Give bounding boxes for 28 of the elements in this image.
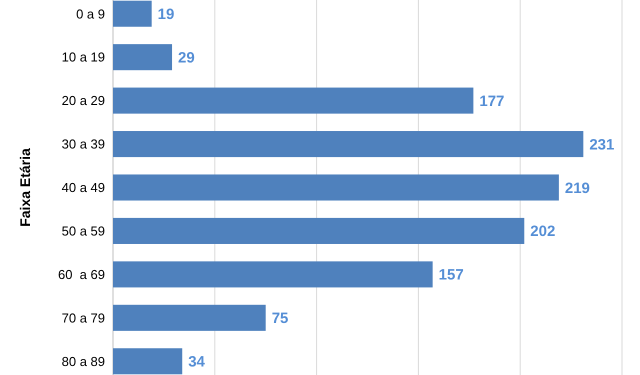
y-tick-label: 50 a 59 [62,223,105,238]
bar [113,348,182,374]
data-label: 34 [188,354,206,371]
y-tick-label: 80 a 89 [62,354,105,369]
bar [113,304,266,331]
data-label: 75 [272,310,288,328]
y-tick-label: 0 a 9 [76,6,105,22]
bar [113,131,584,158]
data-label: 231 [589,136,614,154]
bar [113,261,433,288]
y-tick-label: 70 a 79 [62,310,105,326]
data-label: 177 [479,92,504,110]
data-label: 202 [530,223,556,240]
y-tick-label: 60 a 69 [58,266,105,282]
data-label: 29 [178,49,195,66]
bar [113,174,559,201]
data-label: 219 [564,180,590,197]
bar [113,218,524,244]
y-tick-label: 40 a 49 [62,180,105,196]
bar [113,44,172,70]
bar [113,88,474,114]
y-axis-title: Faixa Etária [17,148,33,227]
y-tick-label: 10 a 19 [62,50,105,65]
bar [113,0,152,27]
data-label: 157 [438,266,464,284]
y-tick-label: 30 a 39 [62,136,105,152]
data-label: 19 [158,6,174,23]
y-tick-label: 20 a 29 [62,93,105,108]
